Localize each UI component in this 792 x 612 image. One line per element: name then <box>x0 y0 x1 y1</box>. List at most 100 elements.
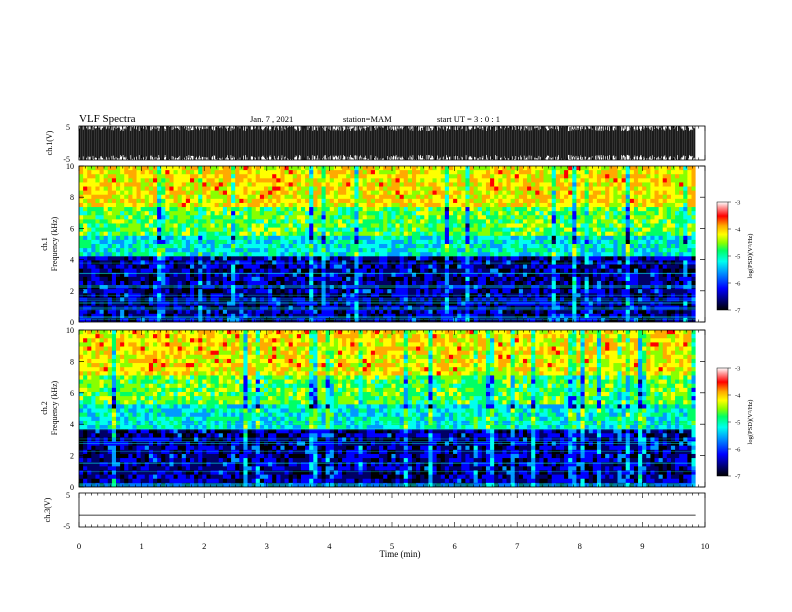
spectrogram-cell <box>436 264 442 270</box>
spectrogram-cell <box>79 190 84 196</box>
spectrogram-cell <box>337 239 343 245</box>
spectrogram-cell <box>584 264 590 270</box>
spectrogram-cell <box>592 190 598 196</box>
spectrogram-cell <box>547 211 553 216</box>
spectrogram-cell <box>473 231 479 237</box>
spectrogram-cell <box>206 264 211 270</box>
spectrogram-cell <box>465 260 470 265</box>
spectrogram-cell <box>403 219 409 224</box>
spectrogram-cell <box>210 305 216 311</box>
spectrogram-cell <box>226 190 232 196</box>
spectrogram-cell <box>136 198 142 204</box>
spectrogram-cell <box>605 309 610 315</box>
spectrogram-cell <box>568 309 573 315</box>
spectrogram-cell <box>490 256 495 261</box>
spectrogram-cell <box>103 186 109 192</box>
spectrogram-cell <box>605 211 610 216</box>
spectrogram-cell <box>555 313 561 319</box>
spectrogram-cell <box>222 182 228 187</box>
spectrogram-cell <box>255 313 261 319</box>
spectrogram-cell <box>116 178 121 183</box>
spectrogram-cell <box>194 244 199 249</box>
spectrogram-cell <box>436 207 442 212</box>
spectrogram-cell <box>568 178 573 183</box>
spectrogram-cell <box>477 211 483 216</box>
spectrogram-cell <box>329 211 335 216</box>
spectrogram-cell <box>592 239 598 245</box>
spectrogram-cell <box>465 182 470 187</box>
spectrogram-cell <box>300 305 306 311</box>
spectrogram-cell <box>173 293 179 298</box>
spectrogram-cell <box>198 309 203 315</box>
spectrogram-cell <box>370 219 376 224</box>
spectrogram-cell <box>473 313 479 319</box>
spectrogram-cell <box>120 260 125 265</box>
spectrogram-cell <box>383 293 388 298</box>
spectrogram-cell <box>87 211 92 216</box>
spectrogram-cell <box>407 297 413 302</box>
spectrogram-cell <box>424 293 429 298</box>
spectrogram-cell <box>576 186 581 192</box>
spectrogram-cell <box>235 264 240 270</box>
spectrogram-cell <box>132 260 137 265</box>
spectrogram-cell <box>522 260 528 265</box>
spectrogram-cell <box>543 170 549 175</box>
spectrogram-cell <box>243 264 248 270</box>
spectrogram-cell <box>292 297 298 302</box>
spectrogram-cell <box>157 178 162 183</box>
spectrogram-cell <box>263 272 269 278</box>
spectrogram-cell <box>181 194 187 200</box>
spectrogram-cell <box>420 219 425 224</box>
spectrogram-cell <box>268 280 273 286</box>
spectrogram-cell <box>374 297 380 302</box>
spectrogram-cell <box>231 244 236 249</box>
spectrogram-cell <box>531 198 536 204</box>
spectrogram-cell <box>568 202 573 208</box>
spectrogram-cell <box>251 244 257 249</box>
spectrogram-cell <box>91 231 96 237</box>
spectrogram-cell <box>99 297 105 302</box>
spectrogram-cell <box>465 194 470 200</box>
spectrogram-cell <box>337 272 343 278</box>
spectrogram-cell <box>588 248 594 253</box>
spectrogram-cell <box>428 289 433 294</box>
spectrogram-cell <box>346 305 351 311</box>
spectrogram-cell <box>194 248 199 253</box>
spectrogram-cell <box>144 211 150 216</box>
spectrogram-cell <box>502 239 507 245</box>
spectrogram-cell <box>613 280 618 286</box>
spectrogram-cell <box>609 260 614 265</box>
spectrogram-cell <box>518 190 524 196</box>
spectrogram-cell <box>494 248 499 253</box>
spectrogram-cell <box>148 293 154 298</box>
spectrogram-cell <box>564 272 569 278</box>
spectrogram-cell <box>444 178 450 183</box>
spectrogram-cell <box>161 182 166 187</box>
spectrogram-cell <box>116 244 121 249</box>
spectrogram-cell <box>506 223 512 228</box>
spectrogram-cell <box>148 215 154 220</box>
spectrogram-cell <box>379 231 384 237</box>
spectrogram-cell <box>527 289 532 294</box>
spectrogram-cell <box>601 256 606 261</box>
spectrogram-cell <box>498 207 503 212</box>
spectrogram-cell <box>559 186 565 192</box>
spectrogram-cell <box>514 207 520 212</box>
spectrogram-cell <box>202 293 207 298</box>
spectrogram-cell <box>321 252 327 257</box>
spectrogram-cell <box>370 211 376 216</box>
spectrogram-cell <box>374 280 380 286</box>
spectrogram-cell <box>416 276 421 282</box>
spectrogram-cell <box>539 260 544 265</box>
date-label: Jan. 7 , 2021 <box>250 114 293 124</box>
spectrogram-cell <box>346 297 351 302</box>
spectrogram-cell <box>185 239 191 245</box>
spectrogram-cell <box>165 235 170 241</box>
spectrogram-cell <box>161 166 166 171</box>
spectrogram-cell <box>510 178 516 183</box>
spectrogram-cell <box>83 289 88 294</box>
spectrogram-cell <box>588 178 594 183</box>
spectrogram-cell <box>198 252 203 257</box>
spectrogram-cell <box>288 182 294 187</box>
spectrogram-cell <box>337 252 343 257</box>
